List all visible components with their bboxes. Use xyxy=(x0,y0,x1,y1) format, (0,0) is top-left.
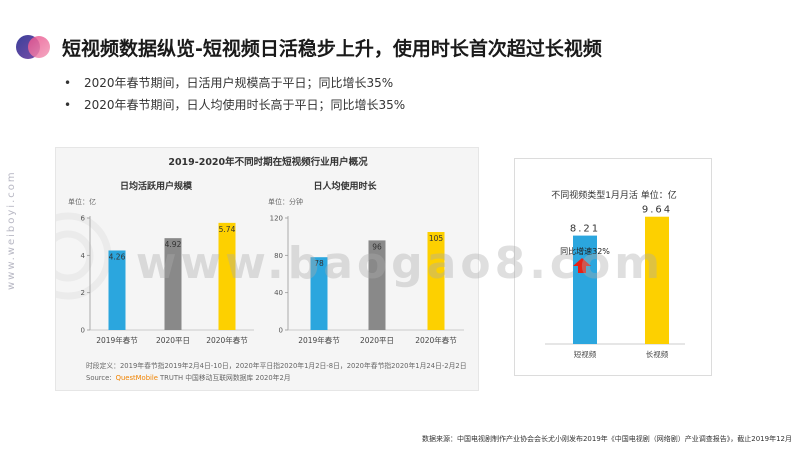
bullet-item: • 2020年春节期间，日活用户规模高于平日；同比增长35% xyxy=(64,72,405,94)
chart2-x-tick-label: 2020年春节 xyxy=(415,335,457,345)
right-chart-svg: 不同视频类型1月月活 单位：亿 8.21 短视频 9.64 长视频 同比增速32% xyxy=(545,189,685,359)
chart2-y-tick-label: 80 xyxy=(274,252,283,260)
chart3-bar xyxy=(573,235,597,344)
chart3-x-tick-label: 长视频 xyxy=(646,349,669,359)
bullet-text: 2020年春节期间，日人均使用时长高于平日；同比增长35% xyxy=(84,98,406,112)
chart1-unit: 单位：亿 xyxy=(68,197,96,206)
chart2-unit: 单位：分钟 xyxy=(268,197,303,206)
chart1-data-label: 4.92 xyxy=(165,240,182,249)
chart2-title: 日人均使用时长 xyxy=(313,180,377,192)
chart2-x-tick-label: 2019年春节 xyxy=(298,335,340,345)
chart1-data-label: 4.26 xyxy=(109,252,126,261)
page-title: 短视频数据纵览-短视频日活稳步上升，使用时长首次超过长视频 xyxy=(62,38,602,60)
side-url-text: www.weiboyi.com xyxy=(6,170,17,290)
chart3-plot: 8.21 短视频 9.64 长视频 xyxy=(545,205,685,359)
chart3-data-label: 8.21 xyxy=(570,224,600,235)
chart2-plot: 0 40 80 120 78 2019年春节 96 2020平日 105 2020年春节 xyxy=(270,215,464,345)
chart2-bar xyxy=(368,240,386,330)
source-rest: TRUTH 中国移动互联网数据库 2020年2月 xyxy=(159,373,291,382)
left-chart-svg: 2019-2020年不同时期在短视频行业用户概况 日均活跃用户规模 单位：亿 0… xyxy=(24,156,467,382)
left-panel-title: 2019-2020年不同时期在短视频行业用户概况 xyxy=(168,156,368,168)
chart3-title: 不同视频类型1月月活 单位：亿 xyxy=(551,189,677,201)
source-label: Source: xyxy=(86,374,112,382)
chart1-y-tick-label: 2 xyxy=(81,289,85,297)
chart2-y-tick-label: 120 xyxy=(270,215,283,223)
chart1-y-tick-label: 4 xyxy=(81,252,86,260)
chart2-data-label: 78 xyxy=(314,259,324,268)
footer-source: 数据来源：中国电视剧制作产业协会会长尤小刚发布2019年《中国电视剧（网络剧）产… xyxy=(421,435,792,443)
chart1-bar xyxy=(108,250,126,330)
chart1-x-tick-label: 2020年春节 xyxy=(206,335,248,345)
chart1-x-tick-label: 2020平日 xyxy=(156,336,190,345)
chart2-data-label: 105 xyxy=(429,234,444,243)
right-chart-panel: 不同视频类型1月月活 单位：亿 8.21 短视频 9.64 长视频 同比增速32% xyxy=(514,158,712,376)
left-chart-panel: 2019-2020年不同时期在短视频行业用户概况 日均活跃用户规模 单位：亿 0… xyxy=(24,147,479,391)
source-line: Source: QuestMobile TRUTH 中国移动互联网数据库 2020年… xyxy=(86,373,291,382)
chart3-bar xyxy=(645,216,669,344)
chart1-bar xyxy=(164,238,182,330)
chart2-data-label: 96 xyxy=(372,242,382,251)
chart2-bar xyxy=(427,232,445,330)
source-brand: QuestMobile xyxy=(116,374,158,382)
chart2-x-tick-label: 2020平日 xyxy=(360,336,394,345)
bullet-text: 2020年春节期间，日活用户规模高于平日；同比增长35% xyxy=(84,76,394,90)
chart3-data-label: 9.64 xyxy=(642,205,672,216)
up-arrow-icon xyxy=(573,258,591,273)
chart1-y-tick-label: 6 xyxy=(81,215,86,223)
chart1-y-tick-label: 0 xyxy=(81,327,85,335)
chart1-plot: 0 2 4 6 4.26 2019年春节 4.92 2020平日 5.74 2020年春节 xyxy=(81,215,254,345)
growth-annotation: 同比增速32% xyxy=(560,246,610,256)
chart1-x-tick-label: 2019年春节 xyxy=(96,335,138,345)
chart2-y-tick-label: 40 xyxy=(274,289,283,297)
period-definition: 时段定义：2019年春节指2019年2月4日-10日，2020年平日指2020年… xyxy=(86,361,467,370)
chart1-data-label: 5.74 xyxy=(219,225,236,234)
bullet-dot-icon: • xyxy=(64,98,72,112)
chart2-bar xyxy=(310,257,328,330)
chart1-bar xyxy=(218,222,236,330)
bullet-list: • 2020年春节期间，日活用户规模高于平日；同比增长35% • 2020年春节期间… xyxy=(64,72,405,116)
chart2-y-tick-label: 0 xyxy=(279,327,283,335)
bullet-item: • 2020年春节期间，日人均使用时长高于平日；同比增长35% xyxy=(64,94,405,116)
bullet-dot-icon: • xyxy=(64,76,72,90)
brand-logo-icon xyxy=(16,35,50,59)
chart1-title: 日均活跃用户规模 xyxy=(120,180,193,192)
chart3-x-tick-label: 短视频 xyxy=(574,349,597,359)
